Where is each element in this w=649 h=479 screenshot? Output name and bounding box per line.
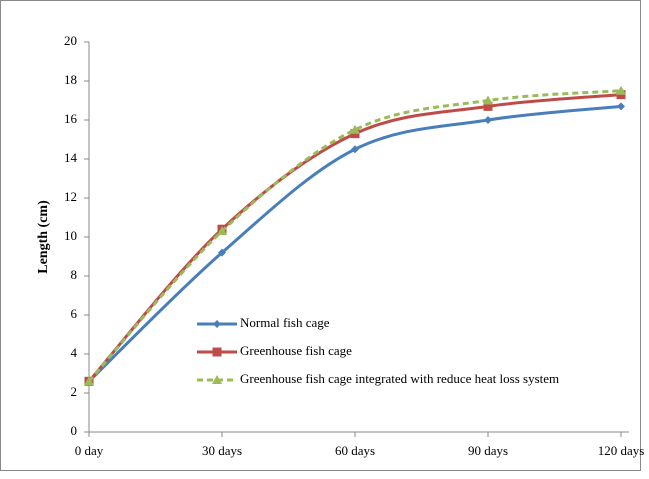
series-line <box>87 89 622 383</box>
marker <box>212 347 222 357</box>
marker <box>483 95 493 105</box>
y-tick-label: 16 <box>64 111 78 126</box>
y-tick-label: 2 <box>71 384 78 399</box>
y-tick-label: 10 <box>64 228 77 243</box>
y-tick-label: 18 <box>64 72 77 87</box>
marker <box>212 375 222 384</box>
y-tick-label: 14 <box>64 150 78 165</box>
legend-label: Greenhouse fish cage <box>240 343 352 358</box>
marker <box>484 116 492 124</box>
marker <box>616 85 626 95</box>
legend-label: Normal fish cage <box>240 315 330 330</box>
x-tick-label: 90 days <box>468 443 508 458</box>
marker <box>351 145 359 154</box>
y-axis-label: Length (cm) <box>36 200 51 274</box>
marker <box>617 102 625 111</box>
legend-label: Greenhouse fish cage integrated with red… <box>240 371 559 386</box>
x-tick-label: 60 days <box>335 443 375 458</box>
x-tick-label: 30 days <box>202 443 242 458</box>
chart-border <box>0 0 641 471</box>
y-tick-label: 6 <box>71 306 78 321</box>
x-tick-label: 0 day <box>75 443 104 458</box>
series-line <box>87 104 622 383</box>
x-tick-label: 120 days <box>598 443 645 458</box>
y-tick-label: 0 <box>71 423 78 438</box>
y-tick-label: 20 <box>64 33 77 48</box>
marker <box>350 124 360 134</box>
y-tick-label: 8 <box>71 267 78 282</box>
marker <box>84 376 94 386</box>
marker <box>213 320 221 328</box>
y-tick-label: 12 <box>64 189 77 204</box>
marker <box>217 226 227 236</box>
y-tick-label: 4 <box>71 345 78 360</box>
marker <box>218 248 226 257</box>
marker <box>483 101 493 111</box>
